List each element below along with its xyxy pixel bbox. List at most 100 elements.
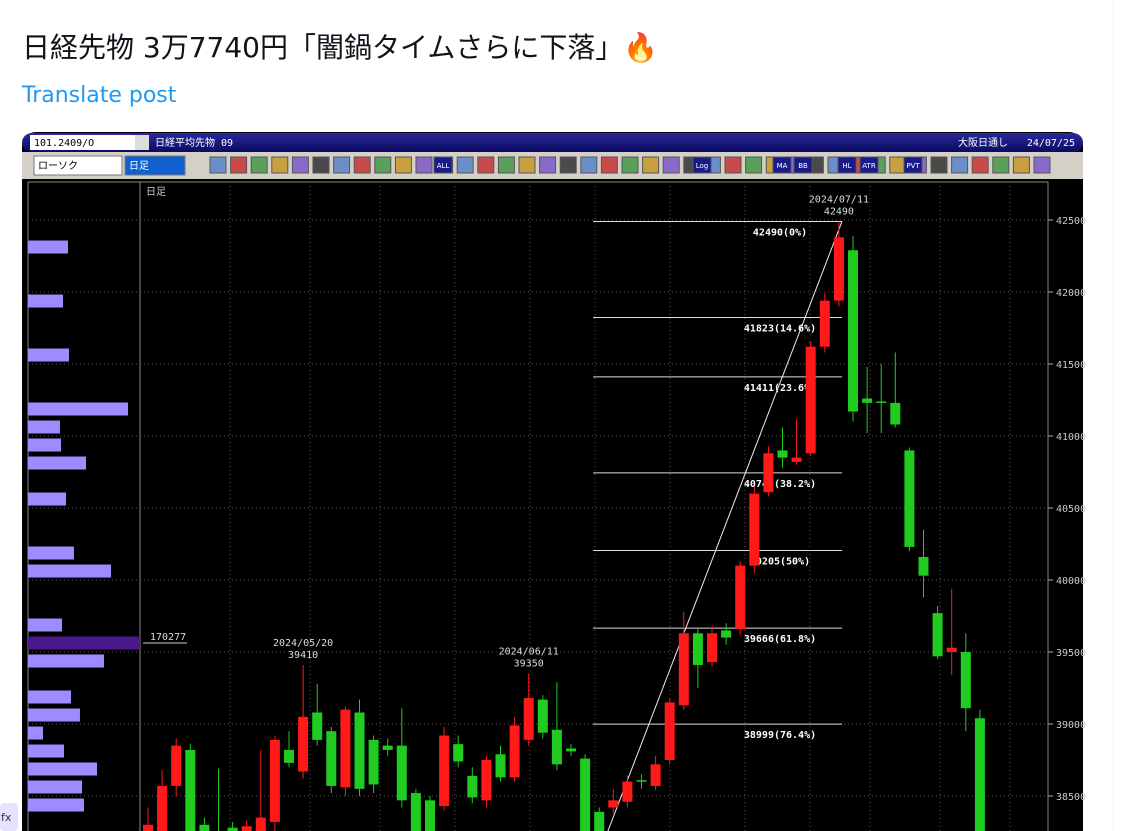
fib-label: 38999(76.4%)	[744, 730, 816, 741]
candle-body	[269, 739, 280, 822]
toolbar-icon[interactable]	[889, 156, 907, 174]
candle-body	[749, 493, 760, 566]
toolbar-button[interactable]	[837, 156, 857, 174]
volume-profile-bar	[28, 762, 97, 776]
candle-body	[763, 453, 774, 493]
toolbar-button-label: BB	[798, 162, 808, 170]
volume-profile-bar	[28, 564, 112, 578]
toolbar-icon[interactable]	[312, 156, 330, 174]
candle-body	[636, 780, 647, 782]
toolbar-icon[interactable]	[353, 156, 371, 174]
candle-body	[904, 450, 915, 547]
toolbar-icon[interactable]	[539, 156, 557, 174]
toolbar-icon[interactable]	[456, 156, 474, 174]
candle-body	[227, 827, 238, 831]
toolbar-icon[interactable]	[271, 156, 289, 174]
candle-body	[707, 633, 717, 663]
max-volume-label: 170277	[150, 632, 186, 643]
candle-body	[199, 824, 210, 831]
candle-body	[678, 633, 689, 706]
candle-body	[650, 764, 661, 786]
candle-body	[692, 633, 703, 665]
dropdown-arrow[interactable]	[135, 135, 149, 150]
toolbar-icon[interactable]	[724, 156, 742, 174]
toolbar-icon[interactable]	[600, 156, 618, 174]
volume-profile-bar	[28, 744, 64, 758]
toolbar-icon[interactable]	[580, 156, 598, 174]
plot: 42490(0%) 41823(14.6%) 41411(23.6%) 40744(3…	[28, 182, 1048, 831]
toolbar-icon[interactable]	[477, 156, 495, 174]
fib-label: 40205(50%)	[750, 556, 810, 567]
candle-body	[241, 826, 252, 831]
toolbar-button[interactable]	[859, 156, 879, 174]
volume-profile-bar	[28, 654, 104, 668]
candle-body	[439, 735, 450, 807]
title-bar	[22, 133, 1083, 152]
candle-body	[580, 758, 591, 831]
candle-body	[890, 402, 901, 425]
y-tick-label: 42000	[1056, 288, 1086, 299]
toolbar-icon[interactable]	[209, 156, 227, 174]
toolbar-icon[interactable]	[333, 156, 351, 174]
candle-body	[368, 739, 379, 785]
toolbar-button[interactable]	[772, 156, 792, 174]
annotation-date: 2024/05/20	[273, 638, 333, 649]
toolbar-icon[interactable]	[951, 156, 969, 174]
post-title: 日経先物 3万7740円「闇鍋タイムさらに下落」🔥	[22, 31, 658, 64]
candle-body	[805, 346, 816, 454]
candle-body	[862, 398, 873, 403]
toolbar-icon[interactable]	[518, 156, 536, 174]
volume-profile-bar	[28, 294, 63, 308]
toolbar-button[interactable]	[692, 156, 712, 174]
toolbar-icon[interactable]	[930, 156, 948, 174]
candle-body	[354, 712, 365, 789]
volume-profile-bar	[28, 456, 87, 470]
volume-profile-bar	[28, 798, 84, 812]
toolbar-button[interactable]	[793, 156, 813, 174]
toolbar-icon[interactable]	[394, 156, 412, 174]
toolbar-icon[interactable]	[291, 156, 309, 174]
toolbar-icon[interactable]	[559, 156, 577, 174]
style-select[interactable]	[33, 155, 123, 176]
toolbar-icon[interactable]	[497, 156, 515, 174]
symbol: 101.2409/O	[34, 138, 94, 149]
plot-frame	[27, 181, 1049, 831]
y-tick-label: 39500	[1056, 648, 1086, 659]
fib-label: 39666(61.8%)	[744, 634, 816, 645]
candle-body	[551, 729, 562, 765]
candle-body	[974, 718, 985, 831]
toolbar-icon[interactable]	[230, 156, 248, 174]
volume-profile-bar	[28, 240, 68, 254]
candle-body	[946, 647, 957, 653]
period: 日足	[129, 160, 149, 172]
candle-body	[960, 652, 971, 709]
y-tick-label: 41500	[1056, 360, 1086, 371]
period-select[interactable]	[124, 155, 186, 176]
symbol-box[interactable]	[30, 135, 135, 150]
candle-body	[185, 749, 196, 831]
toolbar-icon[interactable]	[415, 156, 433, 174]
annotation-value: 42490	[824, 206, 854, 217]
toolbar-icon[interactable]	[662, 156, 680, 174]
toolbar-icon[interactable]	[971, 156, 989, 174]
translate-link[interactable]: Translate post	[21, 83, 177, 108]
side-label: fx	[1, 811, 12, 824]
toolbar-button[interactable]	[903, 156, 923, 174]
toolbar-icon[interactable]	[1033, 156, 1051, 174]
trend-line	[607, 221, 843, 831]
toolbar-icon[interactable]	[1012, 156, 1030, 174]
toolbar-icon[interactable]	[642, 156, 660, 174]
toolbar-icon[interactable]	[250, 156, 268, 174]
candle-body	[255, 817, 266, 831]
candle-body	[382, 745, 393, 750]
toolbar-icon[interactable]	[745, 156, 763, 174]
volume-profile-bar	[28, 546, 74, 560]
toolbar-icon[interactable]	[992, 156, 1010, 174]
toolbar-icon[interactable]	[374, 156, 392, 174]
candle-body	[777, 450, 788, 458]
y-tick-label: 40500	[1056, 504, 1086, 515]
toolbar-icon[interactable]	[621, 156, 639, 174]
toolbar-button[interactable]	[433, 156, 453, 174]
